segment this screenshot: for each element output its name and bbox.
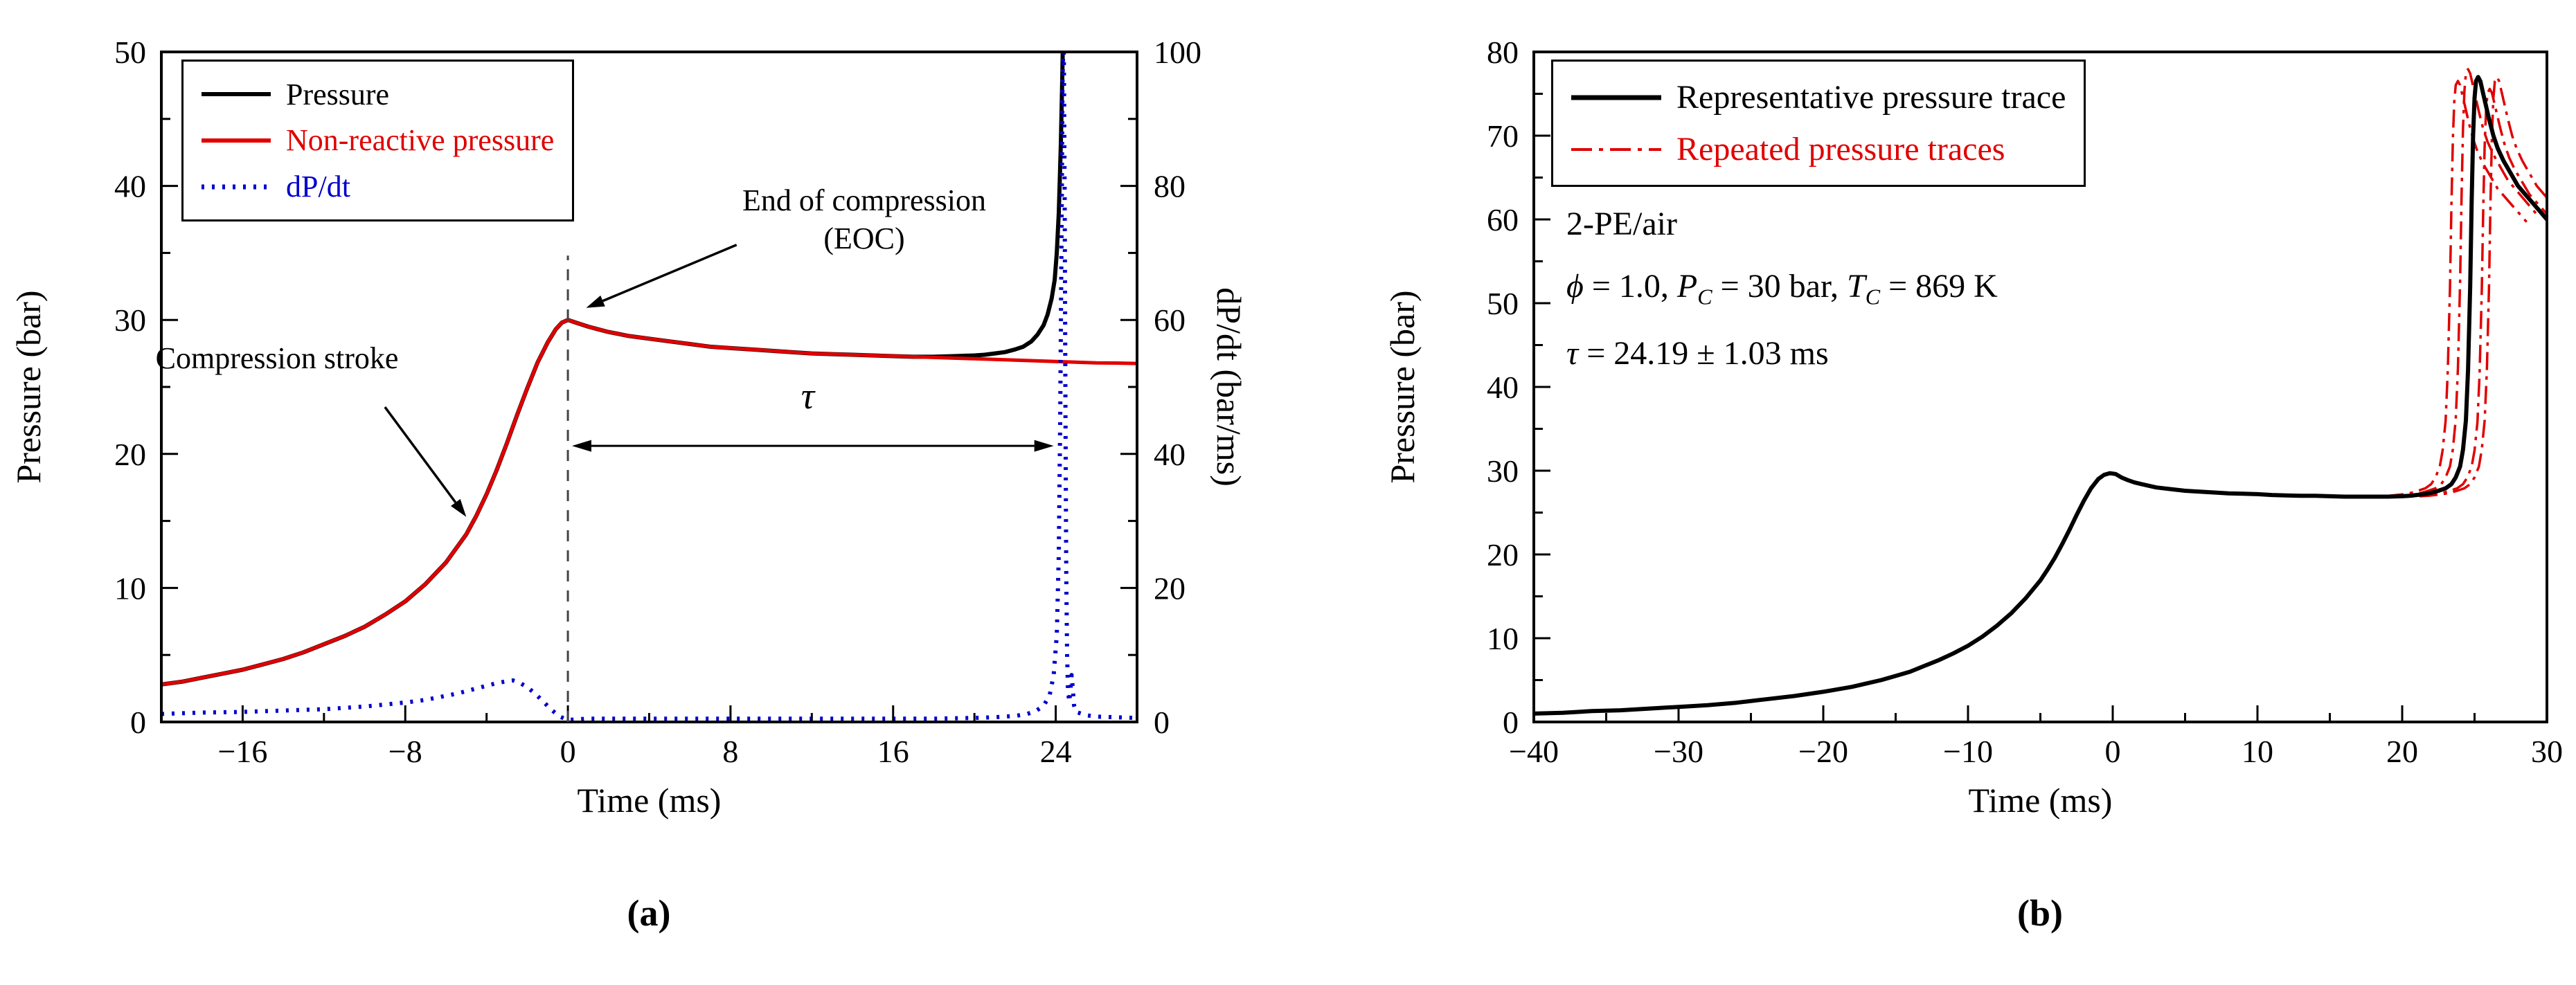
annotation-compression-stroke: Compression stroke bbox=[155, 341, 399, 375]
plot-area-a bbox=[161, 52, 1137, 722]
y-axis-title-a: Pressure (bar) bbox=[9, 290, 48, 483]
plot-area-b bbox=[1534, 68, 2547, 716]
legend-panel-b: Representative pressure trace Repeated p… bbox=[1551, 60, 2086, 187]
phi-symbol: ϕ bbox=[1566, 268, 1584, 305]
legend-label-pressure: Pressure bbox=[286, 77, 390, 111]
tau-arrow-label: τ bbox=[801, 375, 816, 417]
legend-item-dpdt: dP/dt bbox=[202, 169, 554, 204]
legend-item-representative: Representative pressure trace bbox=[1571, 78, 2066, 116]
x-tick-label: −20 bbox=[1798, 734, 1848, 769]
x-tick-label: −30 bbox=[1654, 734, 1703, 769]
legend-item-nonreactive: Non-reactive pressure bbox=[202, 123, 554, 158]
legend-line-sample-representative bbox=[1571, 95, 1661, 100]
y-axis-right-title-a: dP/dt (bar/ms) bbox=[1210, 287, 1249, 486]
x-tick-label: −16 bbox=[217, 734, 267, 769]
y-right-tick-label: 80 bbox=[1154, 169, 1186, 204]
y-right-tick-label: 40 bbox=[1154, 437, 1186, 472]
legend-line-sample-repeated bbox=[1571, 147, 1661, 151]
legend-label-nonreactive: Non-reactive pressure bbox=[286, 123, 555, 158]
legend-line-sample-nonreactive bbox=[202, 138, 271, 143]
legend-line-sample-dpdt bbox=[202, 184, 271, 190]
x-tick-label: 0 bbox=[2105, 734, 2121, 769]
tc-value: = 869 K bbox=[1880, 268, 1998, 305]
y-left-tick-label: 30 bbox=[1487, 453, 1519, 489]
pc-symbol: P bbox=[1676, 268, 1698, 305]
y-right-tick-label: 60 bbox=[1154, 302, 1186, 338]
y-left-tick-label: 40 bbox=[114, 169, 146, 204]
x-tick-label: 20 bbox=[2386, 734, 2418, 769]
tc-subscript: C bbox=[1865, 284, 1881, 309]
tau-symbol: τ bbox=[1566, 334, 1579, 372]
x-tick-label: −40 bbox=[1509, 734, 1559, 769]
x-tick-label: 0 bbox=[560, 734, 576, 769]
y-left-tick-label: 70 bbox=[1487, 118, 1519, 154]
series-non-reactive-pressure bbox=[161, 318, 1137, 687]
x-tick-label: −10 bbox=[1943, 734, 1993, 769]
x-tick-label: 10 bbox=[2242, 734, 2273, 769]
conditions-block: 2-PE/air ϕ = 1.0, PC = 30 bar, TC = 869 … bbox=[1566, 208, 1998, 399]
legend-line-sample-pressure bbox=[202, 92, 271, 97]
caption-a: (a) bbox=[627, 892, 671, 934]
condition-mixture: 2-PE/air bbox=[1566, 206, 1677, 242]
y-left-tick-label: 80 bbox=[1487, 35, 1519, 70]
annotation-eoc: End of compression (EOC) bbox=[742, 181, 986, 257]
legend-item-repeated: Repeated pressure traces bbox=[1571, 130, 2066, 168]
legend-panel-a: Pressure Non-reactive pressure dP/dt bbox=[181, 60, 575, 222]
x-tick-label: 8 bbox=[722, 734, 738, 769]
series-representative-pressure-trace bbox=[1534, 75, 2547, 716]
legend-item-pressure: Pressure bbox=[202, 77, 554, 112]
y-left-tick-label: 50 bbox=[1487, 286, 1519, 321]
x-tick-label: 30 bbox=[2531, 734, 2563, 769]
legend-label-repeated: Repeated pressure traces bbox=[1676, 131, 2005, 168]
y-left-tick-label: 20 bbox=[114, 437, 146, 472]
y-right-tick-label: 0 bbox=[1154, 705, 1170, 740]
y-left-tick-label: 10 bbox=[1487, 621, 1519, 656]
pc-subscript: C bbox=[1697, 284, 1712, 309]
y-right-tick-label: 100 bbox=[1154, 35, 1201, 70]
series-dp-dt bbox=[161, 52, 1137, 722]
x-tick-label: −8 bbox=[388, 734, 422, 769]
y-left-tick-label: 30 bbox=[114, 302, 146, 338]
condition-tau: τ = 24.19 ± 1.03 ms bbox=[1566, 334, 1998, 372]
x-axis-title-b: Time (ms) bbox=[1969, 781, 2113, 820]
annotation-eoc-line2: (EOC) bbox=[823, 222, 905, 255]
x-tick-label: 16 bbox=[877, 734, 909, 769]
annotation-eoc-line1: End of compression bbox=[742, 183, 986, 217]
y-axis-title-b: Pressure (bar) bbox=[1383, 290, 1422, 483]
x-axis-title-a: Time (ms) bbox=[578, 781, 722, 820]
tau-value: = 24.19 ± 1.03 ms bbox=[1578, 334, 1829, 372]
condition-phi-pc-tc: ϕ = 1.0, PC = 30 bar, TC = 869 K bbox=[1566, 270, 1998, 308]
legend-label-dpdt: dP/dt bbox=[286, 170, 350, 204]
x-tick-label: 24 bbox=[1040, 734, 1072, 769]
y-left-tick-label: 0 bbox=[130, 705, 146, 740]
y-left-tick-label: 50 bbox=[114, 35, 146, 70]
legend-label-representative: Representative pressure trace bbox=[1676, 79, 2066, 116]
y-left-tick-label: 0 bbox=[1503, 705, 1519, 740]
tc-symbol: T bbox=[1847, 268, 1866, 305]
y-left-tick-label: 20 bbox=[1487, 537, 1519, 572]
caption-b: (b) bbox=[2017, 892, 2063, 934]
y-right-tick-label: 20 bbox=[1154, 570, 1186, 606]
phi-value: = 1.0, bbox=[1583, 268, 1677, 305]
pc-value: = 30 bar, bbox=[1712, 268, 1848, 305]
y-left-tick-label: 60 bbox=[1487, 202, 1519, 237]
y-left-tick-label: 10 bbox=[114, 570, 146, 606]
y-left-tick-label: 40 bbox=[1487, 370, 1519, 405]
